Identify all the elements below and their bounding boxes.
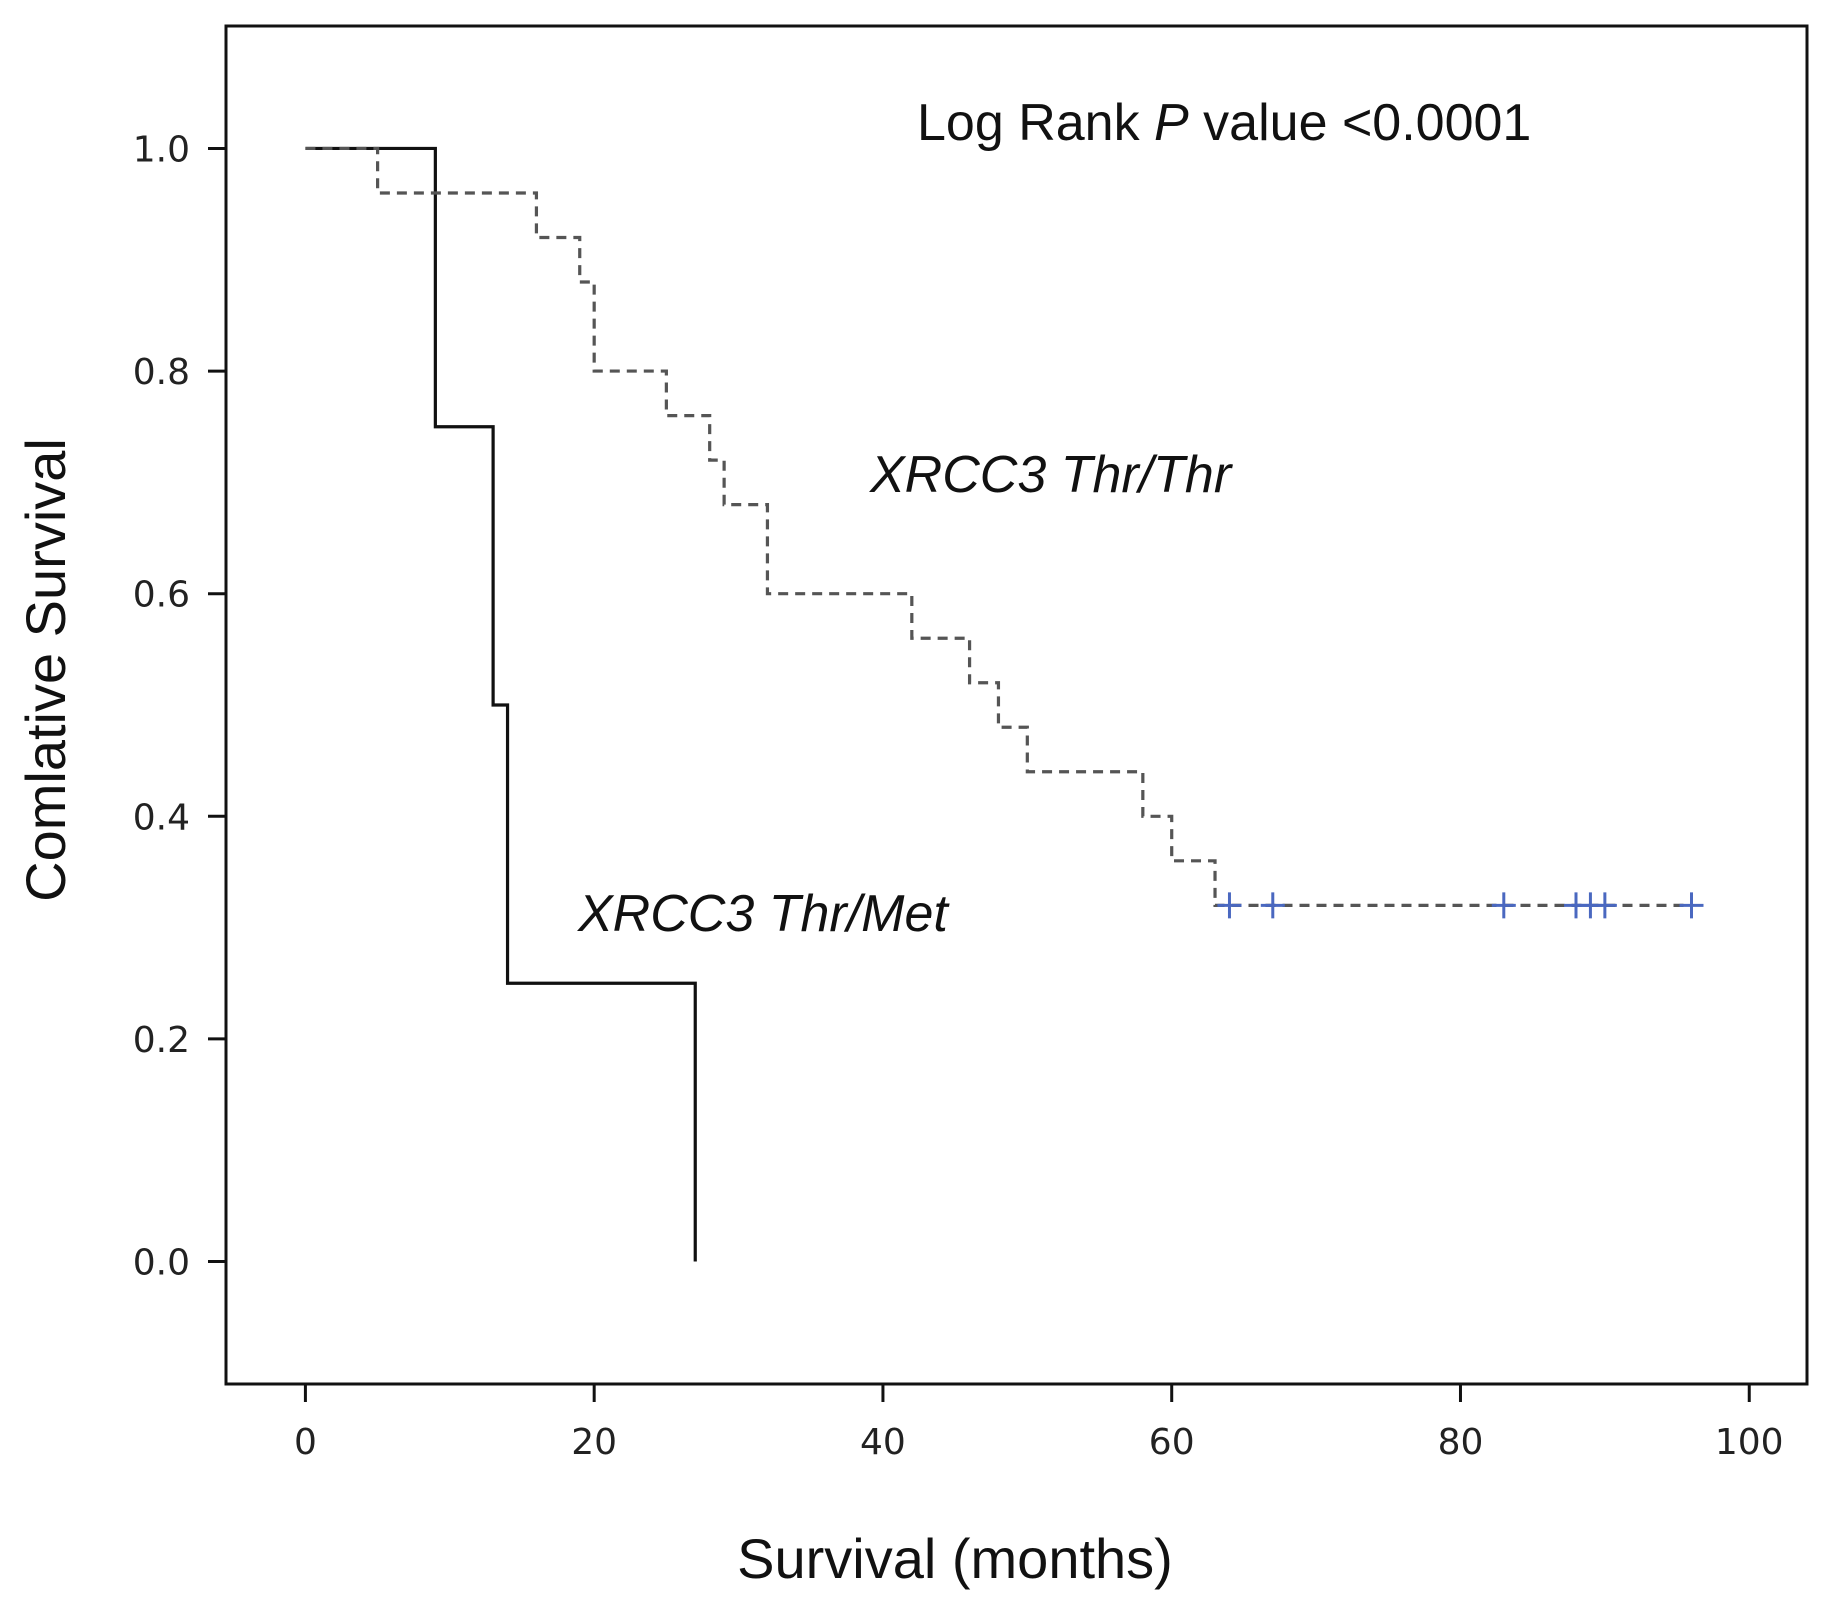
label-thr-thr: XRCC3 Thr/Thr — [869, 446, 1234, 504]
x-tick-label: 20 — [571, 1422, 617, 1463]
log-rank-pvalue-annotation: Log Rank P value <0.0001 — [917, 94, 1531, 152]
x-tick-label: 60 — [1149, 1422, 1195, 1463]
label-thr-met: XRCC3 Thr/Met — [577, 885, 950, 943]
y-axis-title: Comlative Survival — [14, 438, 77, 902]
y-tick-label: 0.2 — [133, 1020, 190, 1061]
y-tick-label: 0.6 — [133, 575, 190, 616]
y-tick-label: 1.0 — [133, 129, 190, 170]
y-tick-label: 0.4 — [133, 797, 190, 838]
x-tick-label: 0 — [294, 1422, 317, 1463]
y-tick-label: 0.8 — [133, 352, 190, 393]
x-tick-label: 40 — [860, 1422, 906, 1463]
pvalue-suffix: value <0.0001 — [1189, 94, 1532, 152]
plot-frame — [224, 24, 1809, 1386]
series-thr-thr-curve — [305, 146, 1692, 907]
series-thr-met-curve — [305, 146, 697, 1262]
pvalue-italic-p: P — [1154, 94, 1189, 152]
x-tick-label: 80 — [1438, 1422, 1484, 1463]
pvalue-prefix: Log Rank — [917, 94, 1154, 152]
x-tick-label: 100 — [1715, 1422, 1784, 1463]
x-axis-title: Survival (months) — [737, 1527, 1173, 1590]
y-tick-label: 0.0 — [133, 1243, 190, 1284]
